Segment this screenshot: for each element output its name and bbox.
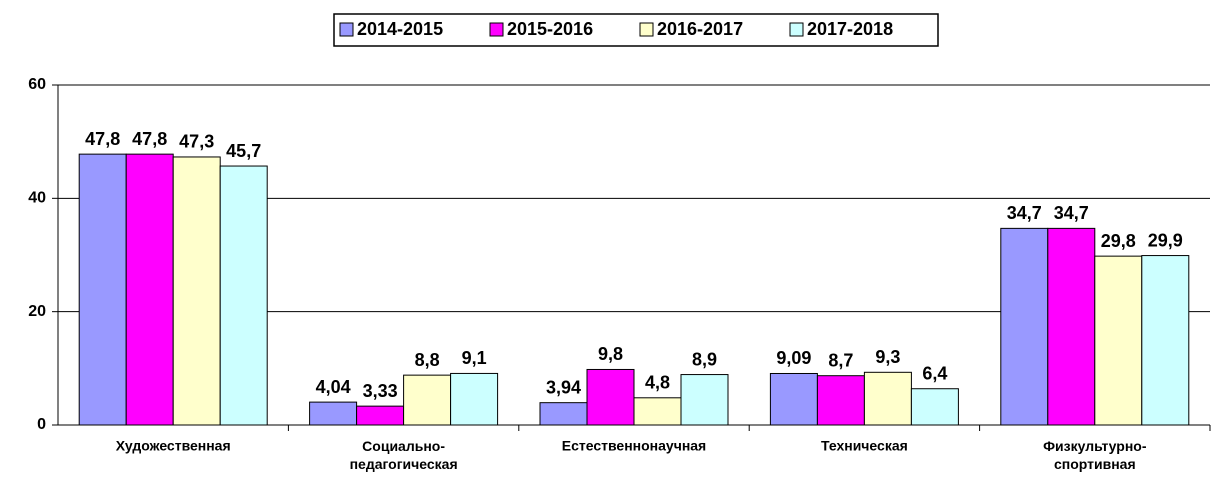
value-label: 3,33 xyxy=(363,381,398,401)
bar xyxy=(769,372,818,426)
legend-swatch xyxy=(789,22,804,37)
value-label: 47,8 xyxy=(132,129,167,149)
bar xyxy=(816,375,865,426)
value-label: 9,8 xyxy=(598,344,623,364)
bar xyxy=(1000,227,1049,426)
value-label: 9,1 xyxy=(462,348,487,368)
legend-frame xyxy=(333,13,939,47)
value-label: 4,8 xyxy=(645,373,670,393)
bar xyxy=(125,153,174,426)
legend: 2014-2015 2015-2016 2016-2017 2017-2018 xyxy=(333,13,939,47)
bar xyxy=(403,374,452,426)
bar xyxy=(1047,227,1096,426)
bar xyxy=(863,371,912,426)
legend-swatch xyxy=(489,22,504,37)
value-label: 29,9 xyxy=(1148,230,1183,250)
y-tick-label: 40 xyxy=(28,190,46,207)
bar xyxy=(1094,255,1143,426)
x-tick-label: Физкультурно-спортивная xyxy=(1043,438,1147,472)
y-tick-label: 60 xyxy=(28,76,46,93)
y-tick-label: 20 xyxy=(28,303,46,320)
value-label: 6,4 xyxy=(922,363,947,383)
bar xyxy=(78,153,127,426)
value-label: 45,7 xyxy=(226,141,261,161)
legend-label: 2015-2016 xyxy=(507,19,593,39)
value-label: 47,8 xyxy=(85,129,120,149)
bar xyxy=(309,401,358,426)
x-tick-label: Техническая xyxy=(821,438,908,454)
bar xyxy=(1141,255,1190,426)
value-label: 8,8 xyxy=(415,350,440,370)
bar xyxy=(633,397,682,426)
value-label: 4,04 xyxy=(316,377,351,397)
value-label: 29,8 xyxy=(1101,231,1136,251)
legend-swatch xyxy=(639,22,654,37)
value-label: 34,7 xyxy=(1007,203,1042,223)
legend-label: 2014-2015 xyxy=(357,19,443,39)
legend-label: 2017-2018 xyxy=(807,19,893,39)
value-label: 34,7 xyxy=(1054,203,1089,223)
x-tick-label: Естественнонаучная xyxy=(562,438,706,454)
x-tick-label: Социально-педагогическая xyxy=(350,438,458,472)
value-label: 9,09 xyxy=(776,348,811,368)
y-tick-label: 0 xyxy=(37,416,46,433)
value-label: 9,3 xyxy=(875,347,900,367)
value-label: 3,94 xyxy=(546,377,581,397)
value-label: 8,9 xyxy=(692,349,717,369)
bar xyxy=(219,165,268,426)
bar xyxy=(356,405,405,426)
x-tick-label: Художественная xyxy=(116,438,231,454)
value-label: 47,3 xyxy=(179,132,214,152)
bar xyxy=(680,374,729,426)
legend-label: 2016-2017 xyxy=(657,19,743,39)
legend-swatch xyxy=(339,22,354,37)
bar xyxy=(539,402,588,426)
bar xyxy=(586,368,635,426)
value-label: 8,7 xyxy=(828,350,853,370)
bar xyxy=(450,372,499,426)
bar xyxy=(910,388,959,426)
bar xyxy=(172,156,221,426)
